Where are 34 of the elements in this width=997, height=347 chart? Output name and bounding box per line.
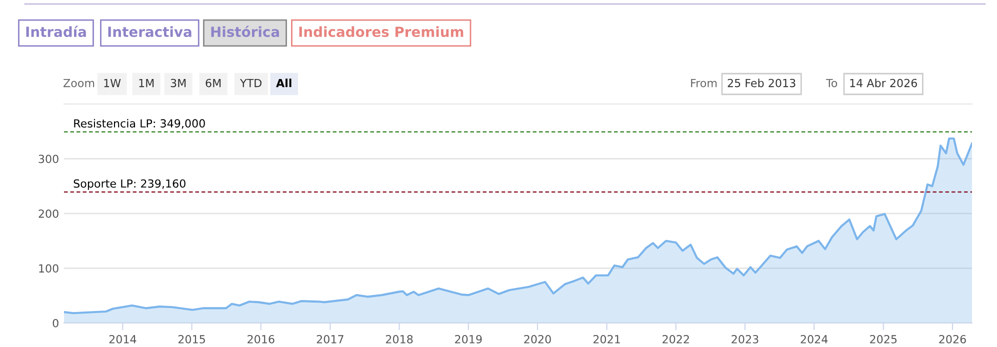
text: Indicadores Premium (299, 26, 464, 38)
y-tick-label: 0 (52, 318, 58, 328)
x-tick-label: 2015 (178, 335, 205, 344)
x-tick-label: 2017 (316, 335, 344, 344)
text: Histórica (211, 26, 279, 38)
text: 1M (139, 78, 154, 88)
x-tick-label: 2018 (386, 335, 413, 344)
text: Zoom (64, 78, 94, 88)
ref-line-label: Soporte LP: 239,160 (74, 179, 186, 190)
x-tick-label: 2021 (593, 335, 620, 344)
x-tick-label: 2025 (870, 335, 897, 344)
text: From (691, 78, 717, 88)
x-tick-label: 2023 (732, 335, 758, 344)
y-tick-label: 100 (39, 264, 58, 273)
text: 6M (206, 78, 221, 88)
x-tick-label: 2019 (455, 335, 482, 344)
x-tick-label: 2020 (524, 335, 551, 344)
ref-line-label: Resistencia LP: 349,000 (74, 118, 205, 129)
x-tick-label: 2022 (662, 335, 689, 344)
x-tick-label: 2026 (939, 335, 966, 344)
text: YTD (240, 78, 262, 88)
text: All (276, 78, 292, 88)
text: 3M (170, 78, 186, 88)
x-tick-label: 2014 (109, 335, 136, 344)
y-tick-label: 200 (38, 209, 58, 218)
text: 14 Abr 2026 (850, 78, 917, 88)
x-tick-label: 2024 (800, 335, 828, 344)
text: Intradía (26, 26, 86, 38)
text: Interactiva (108, 26, 192, 38)
text: To (826, 78, 838, 88)
text: 1W (104, 78, 121, 88)
x-tick-label: 2016 (248, 335, 274, 344)
text: 25 Feb 2013 (728, 78, 796, 88)
y-tick-label: 300 (38, 154, 58, 164)
